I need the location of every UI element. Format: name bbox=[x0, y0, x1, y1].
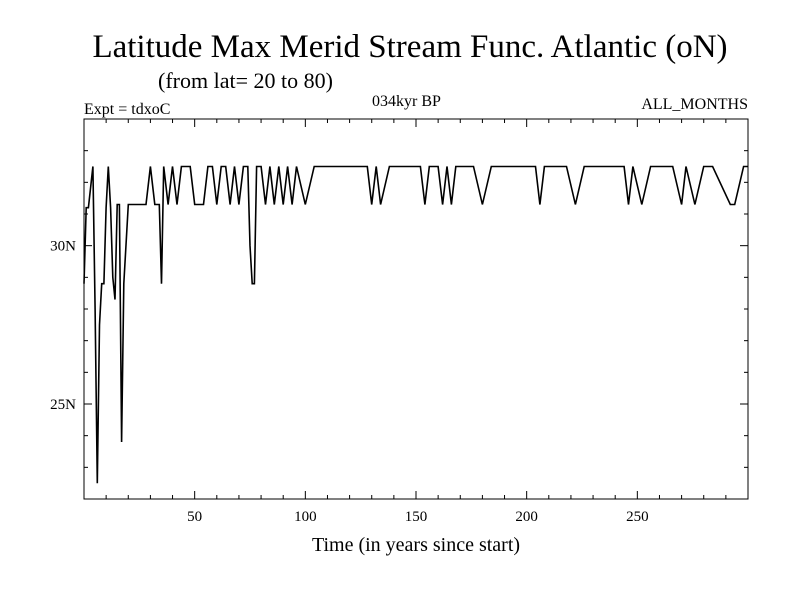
x-tick-label: 250 bbox=[626, 509, 649, 525]
chart-title: Latitude Max Merid Stream Func. Atlantic… bbox=[92, 29, 727, 65]
axis-ticks bbox=[84, 118, 748, 500]
series-line bbox=[83, 165, 748, 484]
period-label: 034kyr BP bbox=[372, 93, 441, 110]
y-tick-label: 25N bbox=[50, 397, 76, 413]
expt-label: Expt = tdxoC bbox=[84, 101, 170, 118]
x-tick-label: 150 bbox=[405, 509, 428, 525]
x-tick-label: 50 bbox=[187, 509, 202, 525]
y-tick-label: 30N bbox=[50, 239, 76, 255]
axis-tick-labels: 50 100 150 200 250 25N 30N bbox=[50, 239, 648, 525]
x-axis-label: Time (in years since start) bbox=[312, 534, 520, 556]
x-tick-label: 100 bbox=[294, 509, 317, 525]
months-label: ALL_MONTHS bbox=[641, 96, 748, 113]
chart-subtitle: (from lat= 20 to 80) bbox=[158, 68, 333, 93]
x-tick-label: 200 bbox=[515, 509, 538, 525]
